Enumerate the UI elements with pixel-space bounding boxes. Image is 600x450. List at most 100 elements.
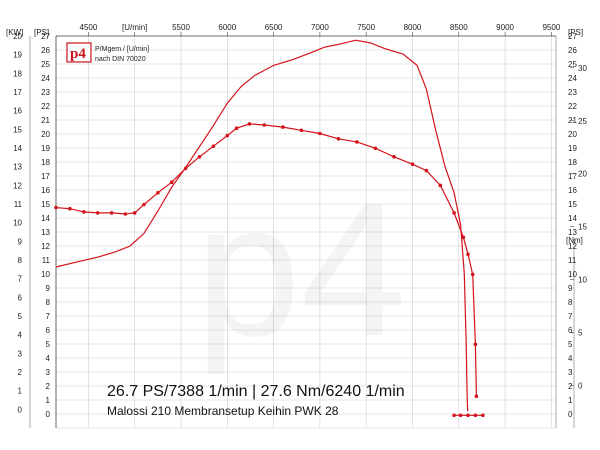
ps-tick-label-right: 3 (568, 368, 573, 377)
x-tick-label: 7000 (311, 23, 329, 32)
ps-tick-label-right: 8 (568, 298, 573, 307)
torque-point (197, 155, 202, 159)
ps-tick-label-right: 12 (568, 242, 577, 251)
torque-point (392, 155, 396, 159)
kw-tick-label: 15 (13, 125, 22, 134)
ps-tick-label-right: 7 (568, 312, 573, 321)
kw-tick-label: 13 (13, 163, 22, 172)
torque-point (95, 211, 100, 215)
legend-box: p4 P/Mgem / [U/min] nach DIN 70020 (66, 42, 149, 63)
ps-tick-label-right: 5 (568, 340, 573, 349)
torque-point (262, 123, 267, 127)
ps-tick-label-right: 0 (568, 410, 573, 419)
torque-point (156, 191, 160, 195)
kw-tick-label: 6 (18, 293, 23, 302)
nm-tick-label: 30 (578, 64, 587, 73)
torque-point (474, 394, 479, 399)
ps-tick-label: 26 (41, 46, 50, 55)
ps-tick-label: 15 (41, 200, 50, 209)
summary-setup: Malossi 210 Membransetup Keihin PWK 28 (107, 404, 339, 418)
ps-tick-label: 23 (41, 88, 50, 97)
torque-point (355, 140, 359, 144)
ps-tick-label: 14 (41, 214, 50, 223)
torque-point (225, 133, 230, 138)
ps-tick-label: 24 (41, 74, 50, 83)
torque-point (54, 205, 58, 210)
torque-point (466, 413, 470, 418)
torque-point (109, 211, 114, 215)
nm-axis-label: [Nm] (566, 236, 583, 245)
torque-point (142, 202, 146, 207)
ps-tick-label: 5 (46, 340, 51, 349)
nm-tick-label: 0 (578, 382, 583, 391)
torque-point (473, 413, 478, 418)
ps-tick-label: 17 (41, 172, 50, 181)
ps-tick-label-right: 25 (568, 60, 577, 69)
summary-peak-values: 26.7 PS/7388 1/min | 27.6 Nm/6240 1/min (107, 383, 405, 400)
torque-point (336, 137, 341, 141)
ps-tick-label-right: 19 (568, 144, 577, 153)
ps-tick-label: 18 (41, 158, 50, 167)
ps-tick-label-right: 23 (568, 88, 577, 97)
ps-tick-label-right: 24 (568, 74, 577, 83)
kw-tick-label: 10 (13, 219, 22, 228)
ps-tick-label: 9 (46, 284, 51, 293)
torque-point (410, 162, 415, 166)
torque-point (458, 413, 463, 418)
legend-title: P/Mgem / [U/min] (95, 46, 149, 53)
torque-point (132, 211, 137, 215)
ps-tick-label-right: 22 (568, 102, 577, 111)
ps-tick-label-right: 15 (568, 200, 577, 209)
ps-tick-label-right: 16 (568, 186, 577, 195)
ps-tick-label: 7 (46, 312, 51, 321)
torque-point (473, 342, 478, 347)
torque-point (247, 122, 252, 126)
kw-tick-label: 16 (13, 107, 22, 116)
ps-tick-label: 6 (46, 326, 51, 335)
x-tick-label: 8000 (404, 23, 422, 32)
nm-tick-label: 20 (578, 170, 587, 179)
ps-tick-label: 25 (41, 60, 50, 69)
ps-tick-label-right: 20 (568, 130, 577, 139)
x-tick-label: 5500 (172, 23, 190, 32)
ps-tick-label: 3 (46, 368, 51, 377)
ps-tick-label-right: 11 (568, 256, 577, 265)
kw-tick-label: 18 (13, 69, 22, 78)
ps-tick-label: 21 (41, 116, 50, 125)
kw-tick-label: 8 (18, 256, 23, 265)
kw-tick-label: 11 (14, 200, 23, 209)
nm-tick-label: 25 (578, 117, 587, 126)
x-tick-label: 6500 (265, 23, 283, 32)
ps-tick-label: 0 (46, 410, 51, 419)
torque-point (169, 180, 174, 184)
ps-tick-label: 8 (46, 298, 51, 307)
power-ps-curve (55, 39, 469, 412)
ps-tick-label: 12 (41, 242, 50, 251)
kw-tick-label: 4 (18, 331, 23, 340)
ps-tick-label-right: 2 (568, 382, 573, 391)
torque-point (466, 252, 470, 256)
ps-tick-label: 27 (41, 32, 50, 41)
kw-tick-label: 3 (18, 349, 23, 358)
watermark-text: p4 (195, 164, 406, 376)
torque-point (452, 413, 456, 418)
ps-tick-label-right: 10 (568, 270, 577, 279)
series-group (54, 39, 485, 418)
ps-tick-label-right: 6 (568, 326, 573, 335)
ps-tick-label: 2 (46, 382, 51, 391)
torque-point (452, 211, 456, 215)
torque-point (424, 168, 429, 173)
torque-point (461, 235, 466, 240)
ps-tick-label-right: 18 (568, 158, 577, 167)
torque-point (123, 212, 128, 216)
kw-tick-label: 17 (13, 88, 22, 97)
torque-point (234, 126, 239, 130)
ps-tick-label-right: 1 (568, 396, 573, 405)
x-tick-label: 9000 (496, 23, 514, 32)
kw-tick-label: 5 (18, 312, 23, 321)
x-tick-label: 4500 (80, 23, 98, 32)
x-tick-label: [U/min] (122, 23, 147, 32)
ps-tick-label: 1 (46, 396, 51, 405)
torque-point (281, 125, 285, 129)
